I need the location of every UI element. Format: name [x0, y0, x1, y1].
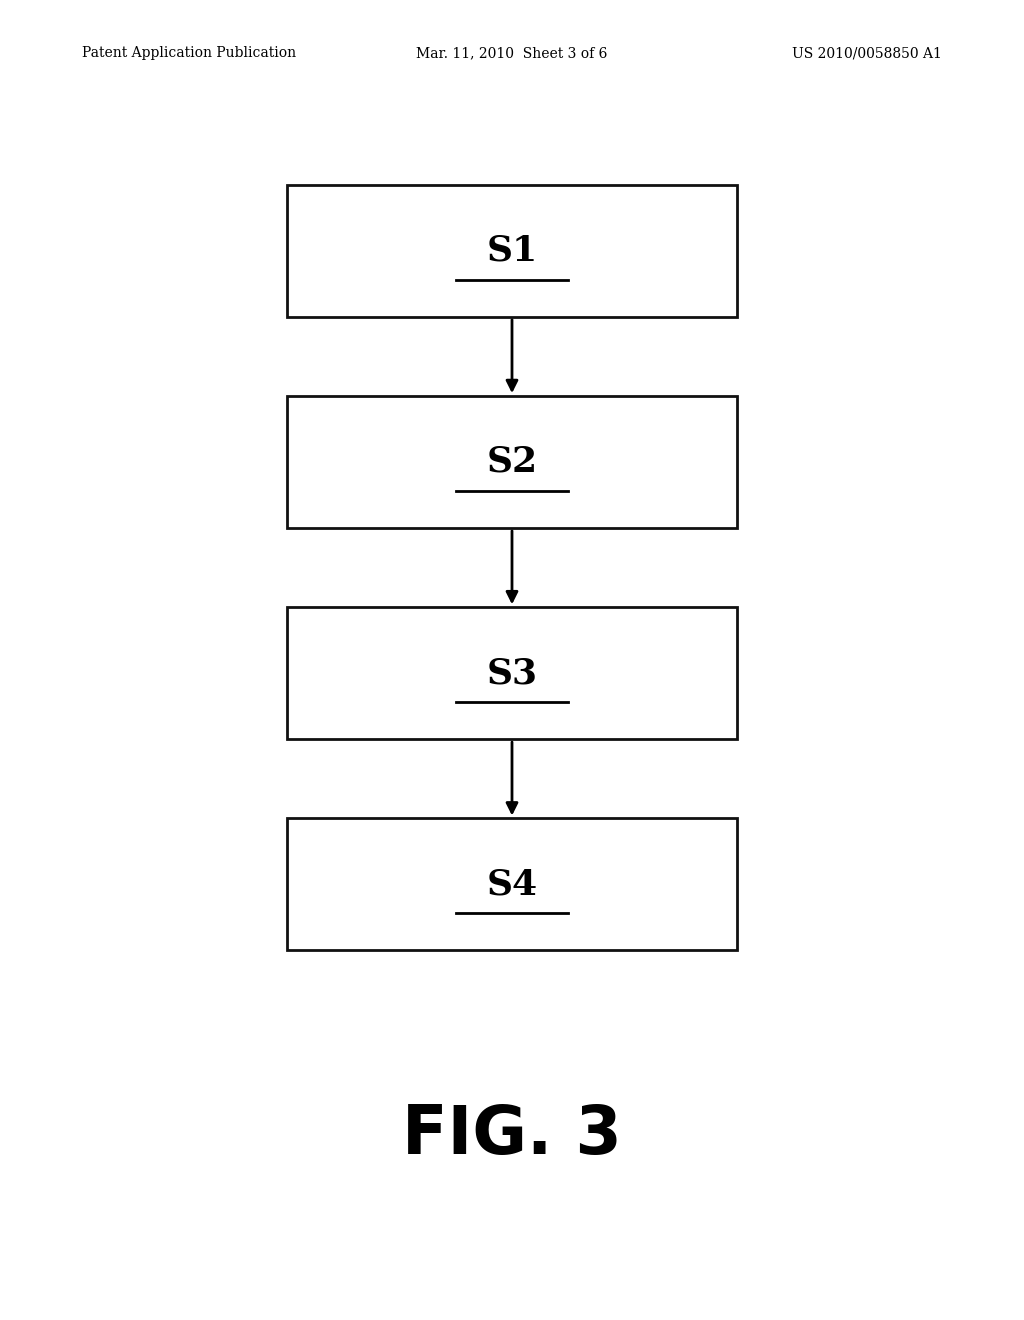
Text: Mar. 11, 2010  Sheet 3 of 6: Mar. 11, 2010 Sheet 3 of 6 — [417, 46, 607, 61]
Text: S2: S2 — [486, 445, 538, 479]
FancyBboxPatch shape — [287, 396, 737, 528]
Text: FIG. 3: FIG. 3 — [402, 1102, 622, 1168]
FancyBboxPatch shape — [287, 607, 737, 739]
Text: Patent Application Publication: Patent Application Publication — [82, 46, 296, 61]
Text: US 2010/0058850 A1: US 2010/0058850 A1 — [793, 46, 942, 61]
FancyBboxPatch shape — [287, 185, 737, 317]
Text: S4: S4 — [486, 867, 538, 902]
FancyBboxPatch shape — [287, 818, 737, 950]
Text: S3: S3 — [486, 656, 538, 690]
Text: S1: S1 — [486, 234, 538, 268]
